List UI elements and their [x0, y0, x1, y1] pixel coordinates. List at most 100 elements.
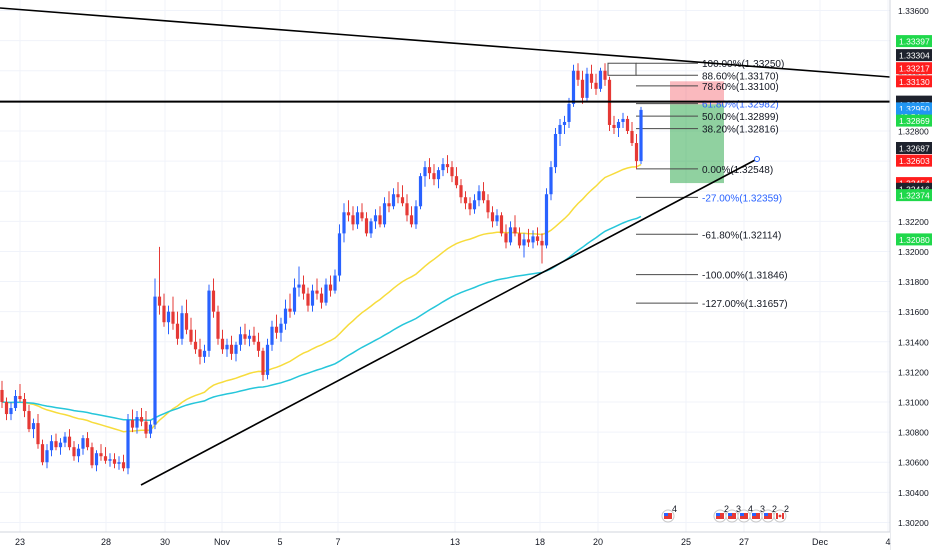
candle-down — [468, 203, 472, 210]
price-tag-label: 1.32374 — [899, 191, 930, 201]
candle-down — [130, 420, 135, 428]
price-tag-bg — [896, 154, 932, 167]
candle-down — [256, 341, 261, 351]
candle-down — [319, 293, 324, 303]
candle-down — [526, 239, 531, 243]
candle-down — [540, 240, 544, 246]
time-axis-background — [0, 532, 890, 550]
price-tick-label: 1.30600 — [898, 458, 929, 468]
resistance-trendline[interactable] — [0, 7, 891, 78]
price-tick-label: 1.32200 — [898, 217, 929, 227]
fib-level-label: 61.80%(1.32982) — [702, 100, 779, 111]
candle-down — [18, 395, 22, 400]
event-marker[interactable]: 2 — [713, 504, 729, 523]
candle-up — [562, 121, 567, 125]
candle-up — [558, 124, 562, 134]
candle-down — [580, 79, 585, 98]
candle-down — [405, 203, 409, 216]
candle-down — [85, 438, 90, 448]
candle-up — [621, 118, 625, 122]
fib-extension-tool[interactable]: 100.00%(1.33250)88.60%(1.33170)78.60%(1.… — [607, 59, 788, 310]
candle-down — [409, 215, 414, 225]
ema-slow-line — [1, 215, 642, 421]
candle-down — [364, 218, 369, 234]
candle-down — [193, 341, 198, 350]
candle-up — [166, 311, 171, 323]
candle-down — [306, 293, 310, 306]
candle-up — [63, 436, 67, 443]
support-trendline[interactable] — [140, 158, 758, 486]
candle-down — [157, 296, 162, 306]
price-tag-bg — [896, 62, 932, 75]
candle-down — [346, 212, 351, 216]
candle-up — [45, 450, 49, 463]
price-tag[interactable]: 1.32869 — [896, 114, 932, 127]
candle-up — [202, 350, 207, 357]
candle-up — [342, 212, 346, 234]
candle-down — [27, 411, 31, 430]
price-tag-bg — [896, 142, 932, 155]
price-tag-bg — [896, 75, 932, 88]
price-tag-label: 1.32869 — [899, 116, 930, 126]
candle-up — [81, 438, 85, 449]
fib-level-label: 88.60%(1.33170) — [702, 71, 779, 82]
time-tick-label: 23 — [15, 537, 25, 547]
price-tag[interactable]: 1.33217 — [896, 62, 932, 75]
candle-down — [486, 200, 490, 213]
position-tool[interactable] — [670, 81, 724, 184]
price-tag[interactable]: 1.32374 — [896, 189, 932, 202]
price-tag[interactable]: 1.32687 — [896, 142, 932, 155]
candle-down — [351, 215, 355, 225]
price-tag-label: 1.32687 — [899, 144, 930, 154]
candle-down — [171, 311, 175, 324]
candle-up — [310, 290, 315, 306]
time-tick-label: 13 — [450, 537, 460, 547]
price-tag[interactable]: 1.33397 — [896, 35, 932, 48]
candle-up — [270, 326, 274, 345]
candle-down — [162, 305, 166, 323]
candle-up — [553, 133, 558, 168]
candle-down — [603, 70, 607, 80]
candle-up — [585, 73, 589, 98]
time-tick-label: 18 — [535, 537, 545, 547]
trendline-handle[interactable] — [754, 156, 760, 162]
grid-lines — [0, 0, 890, 532]
time-tick-label: Dec — [812, 537, 829, 547]
candle-up — [639, 109, 643, 162]
candle-up — [472, 200, 477, 210]
us-flag-canton — [764, 513, 768, 516]
candle-up — [382, 203, 387, 225]
price-tag-bg — [896, 189, 932, 202]
price-tag[interactable]: 1.33304 — [896, 49, 932, 62]
candle-down — [387, 203, 391, 207]
candle-up — [279, 323, 283, 333]
price-tag[interactable]: 1.33130 — [896, 75, 932, 88]
candle-up — [333, 275, 337, 291]
candle-up — [148, 424, 153, 434]
price-tick-label: 1.31000 — [898, 398, 929, 408]
candle-down — [396, 194, 400, 198]
us-flag-canton — [728, 513, 732, 516]
candle-up — [477, 191, 481, 201]
price-tag-bg — [896, 35, 932, 48]
event-marker[interactable]: 2 — [773, 504, 789, 523]
price-tag[interactable]: 1.32603 — [896, 154, 932, 167]
candle-up — [9, 408, 13, 415]
candle-up — [180, 313, 184, 339]
time-axis[interactable]: 23 28 30 Nov 5 7 13 18 20 25 27 Dec 4 — [0, 531, 891, 550]
price-tag[interactable]: 1.32080 — [896, 233, 932, 246]
trendlines[interactable] — [0, 7, 891, 486]
price-axis[interactable]: 1.30200 1.30400 1.30600 1.30800 1.31000 1.312… — [889, 0, 932, 550]
event-marker[interactable]: 4 — [661, 504, 677, 523]
price-tag-label: 1.33217 — [899, 64, 930, 74]
event-count: 4 — [748, 504, 753, 514]
price-tick-label: 1.31400 — [898, 337, 929, 347]
stop-loss-zone[interactable] — [670, 81, 724, 105]
candle-down — [0, 389, 4, 403]
candle-down — [198, 349, 202, 357]
take-profit-zone[interactable] — [670, 104, 724, 184]
